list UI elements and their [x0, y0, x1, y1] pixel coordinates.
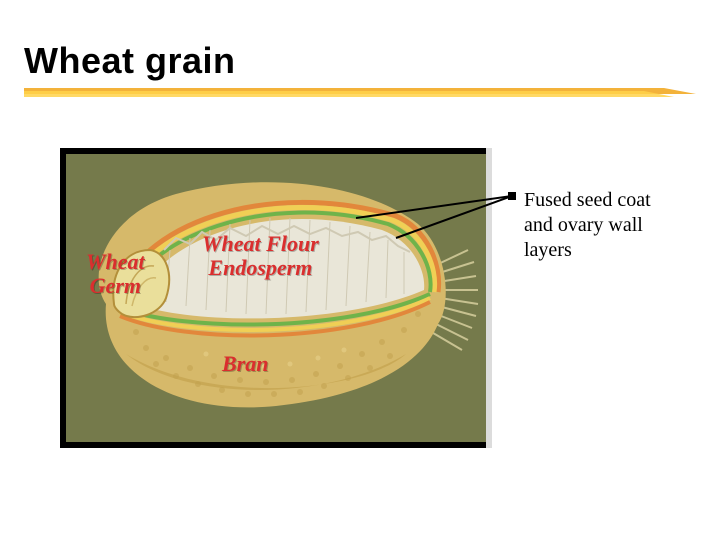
figure-right-edge	[486, 148, 492, 448]
callout-text: Fused seed coat and ovary wall layers	[524, 188, 684, 263]
wheat-grain-diagram	[66, 154, 486, 442]
title-underline	[24, 85, 704, 99]
figure-background: WheatGerm Wheat FlourEndosperm Bran	[66, 154, 486, 442]
figure-frame: WheatGerm Wheat FlourEndosperm Bran	[60, 148, 492, 448]
slide-title: Wheat grain	[24, 40, 236, 82]
